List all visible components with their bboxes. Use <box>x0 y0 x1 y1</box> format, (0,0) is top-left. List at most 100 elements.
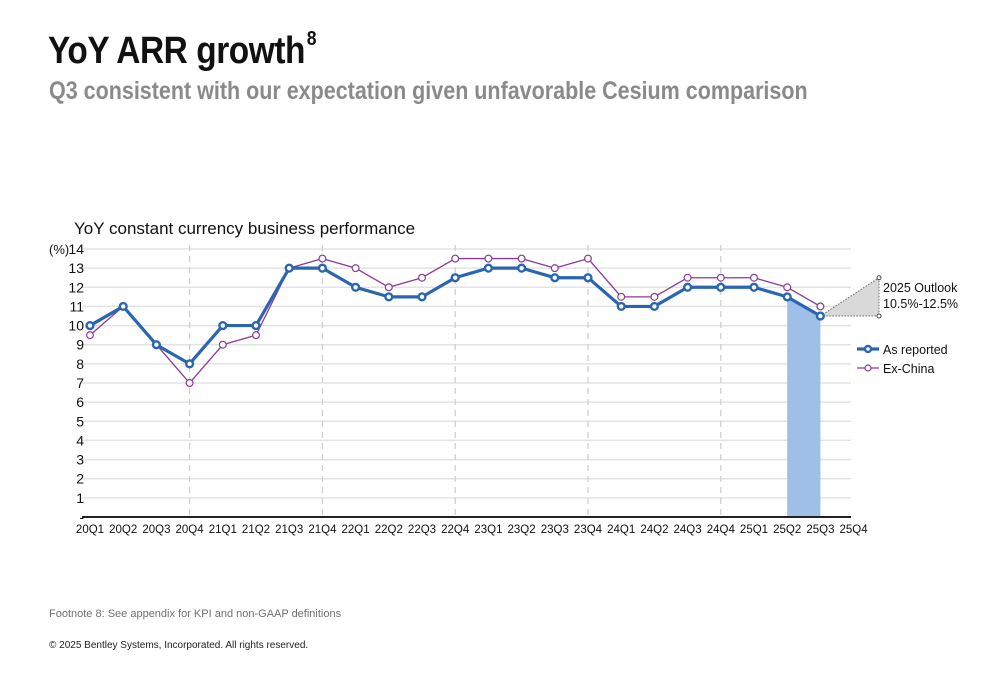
data-point-as-reported <box>716 282 726 292</box>
y-tick-label: 13 <box>68 260 84 276</box>
y-tick-label: 10 <box>68 318 84 334</box>
data-point-as-reported <box>616 301 626 312</box>
data-point-ex-china <box>418 273 427 282</box>
data-point-as-reported <box>417 292 427 302</box>
y-tick-label: 14 <box>68 241 84 257</box>
x-tick-label: 20Q1 <box>76 524 104 536</box>
data-point-ex-china <box>749 273 758 282</box>
highlight-area <box>787 296 821 517</box>
data-point-ex-china <box>185 379 194 388</box>
gridlines <box>82 248 851 499</box>
legend-label-as-reported: As reported <box>883 343 948 357</box>
x-tick-label: 24Q4 <box>707 524 736 536</box>
data-point-ex-china <box>816 302 825 311</box>
chart-title: YoY constant currency business performan… <box>74 219 416 238</box>
x-tick-label: 21Q2 <box>242 524 270 536</box>
y-tick-label: 3 <box>76 452 84 468</box>
data-point-ex-china <box>85 331 94 340</box>
data-point-ex-china <box>218 340 227 349</box>
data-point-as-reported <box>151 340 162 350</box>
x-tick-label: 23Q2 <box>508 524 536 536</box>
x-tick-label: 22Q1 <box>342 524 370 536</box>
data-point-as-reported <box>351 282 361 292</box>
x-tick-label: 25Q3 <box>806 524 834 536</box>
y-tick-label: - <box>79 509 84 525</box>
y-tick-label: 1 <box>76 490 84 506</box>
x-tick-label: 24Q2 <box>640 524 668 536</box>
legend-label-ex-china: Ex-China <box>883 362 934 376</box>
data-point-as-reported <box>583 273 593 283</box>
y-tick-label: 6 <box>76 394 84 410</box>
data-point-ex-china <box>650 292 659 301</box>
x-tick-label: 21Q3 <box>275 524 303 536</box>
x-tick-label: 23Q3 <box>541 524 569 536</box>
y-tick-label: 9 <box>76 337 84 353</box>
data-point-ex-china <box>318 254 327 263</box>
data-point-as-reported <box>682 282 693 292</box>
outlook-high-edge <box>820 277 880 317</box>
legend: As reported Ex-China <box>857 343 948 376</box>
outlook-range <box>820 277 879 316</box>
data-point-as-reported <box>284 263 294 273</box>
x-tick-label: 21Q4 <box>308 524 337 536</box>
data-point-as-reported <box>118 301 128 312</box>
data-point-ex-china <box>484 254 493 263</box>
data-point-as-reported <box>749 282 759 292</box>
data-point-ex-china <box>384 283 393 292</box>
legend-marker-as-reported <box>863 344 873 354</box>
y-tick-label: 8 <box>76 356 84 372</box>
data-point-as-reported <box>782 292 792 302</box>
legend-marker-ex-china <box>864 364 872 372</box>
footnote-reference: 8 <box>306 28 317 50</box>
data-point-ex-china <box>550 264 559 273</box>
highlight-region <box>787 296 821 517</box>
x-tick-label: 21Q1 <box>209 524 237 536</box>
copyright: © 2025 Bentley Systems, Incorporated. Al… <box>49 640 309 651</box>
x-tick-label: 25Q2 <box>773 524 801 536</box>
y-axis-label: (%) <box>49 242 69 257</box>
x-tick-label: 25Q1 <box>740 524 768 536</box>
x-tick-label: 23Q1 <box>474 524 502 536</box>
data-point-ex-china <box>517 254 526 263</box>
x-tick-label: 25Q4 <box>840 524 869 536</box>
outlook-label: 2025 Outlook <box>883 281 958 295</box>
data-point-ex-china <box>451 254 460 263</box>
page-title: YoY ARR growth8 <box>48 28 317 73</box>
data-point-ex-china <box>617 292 626 301</box>
data-point-as-reported <box>85 320 95 331</box>
page-subtitle: Q3 consistent with our expectation given… <box>49 77 808 105</box>
data-point-as-reported <box>384 292 394 302</box>
y-tick-label: 4 <box>76 432 84 448</box>
data-point-as-reported <box>649 301 660 312</box>
x-tick-label: 22Q4 <box>441 524 470 536</box>
data-point-as-reported <box>185 359 195 369</box>
y-tick-label: 5 <box>76 413 84 429</box>
outlook-low-marker <box>876 313 882 319</box>
x-tick-label: 20Q2 <box>109 524 137 536</box>
data-point-as-reported <box>483 263 494 273</box>
data-point-as-reported <box>550 273 560 283</box>
outlook-high-marker <box>876 275 882 281</box>
y-tick-label: 7 <box>76 375 84 391</box>
data-point-as-reported <box>516 263 527 273</box>
x-tick-label: 24Q3 <box>674 524 702 536</box>
y-tick-label: 12 <box>68 279 84 295</box>
data-point-ex-china <box>683 273 692 282</box>
x-tick-label: 22Q3 <box>408 524 436 536</box>
x-tick-label: 22Q2 <box>375 524 403 536</box>
y-tick-label: 2 <box>76 471 84 487</box>
data-point-ex-china <box>583 254 592 263</box>
data-point-ex-china <box>252 331 261 340</box>
x-tick-label: 20Q4 <box>176 524 205 536</box>
outlook-range-label: 10.5%-12.5% <box>883 297 958 311</box>
data-point-as-reported <box>450 273 460 283</box>
data-point-as-reported <box>218 320 228 331</box>
x-tick-label: 23Q4 <box>574 524 603 536</box>
data-point-ex-china <box>783 283 792 292</box>
page-title-text: YoY ARR growth <box>48 30 306 72</box>
data-point-ex-china <box>716 273 725 282</box>
series <box>85 254 826 388</box>
data-point-as-reported <box>251 320 261 331</box>
